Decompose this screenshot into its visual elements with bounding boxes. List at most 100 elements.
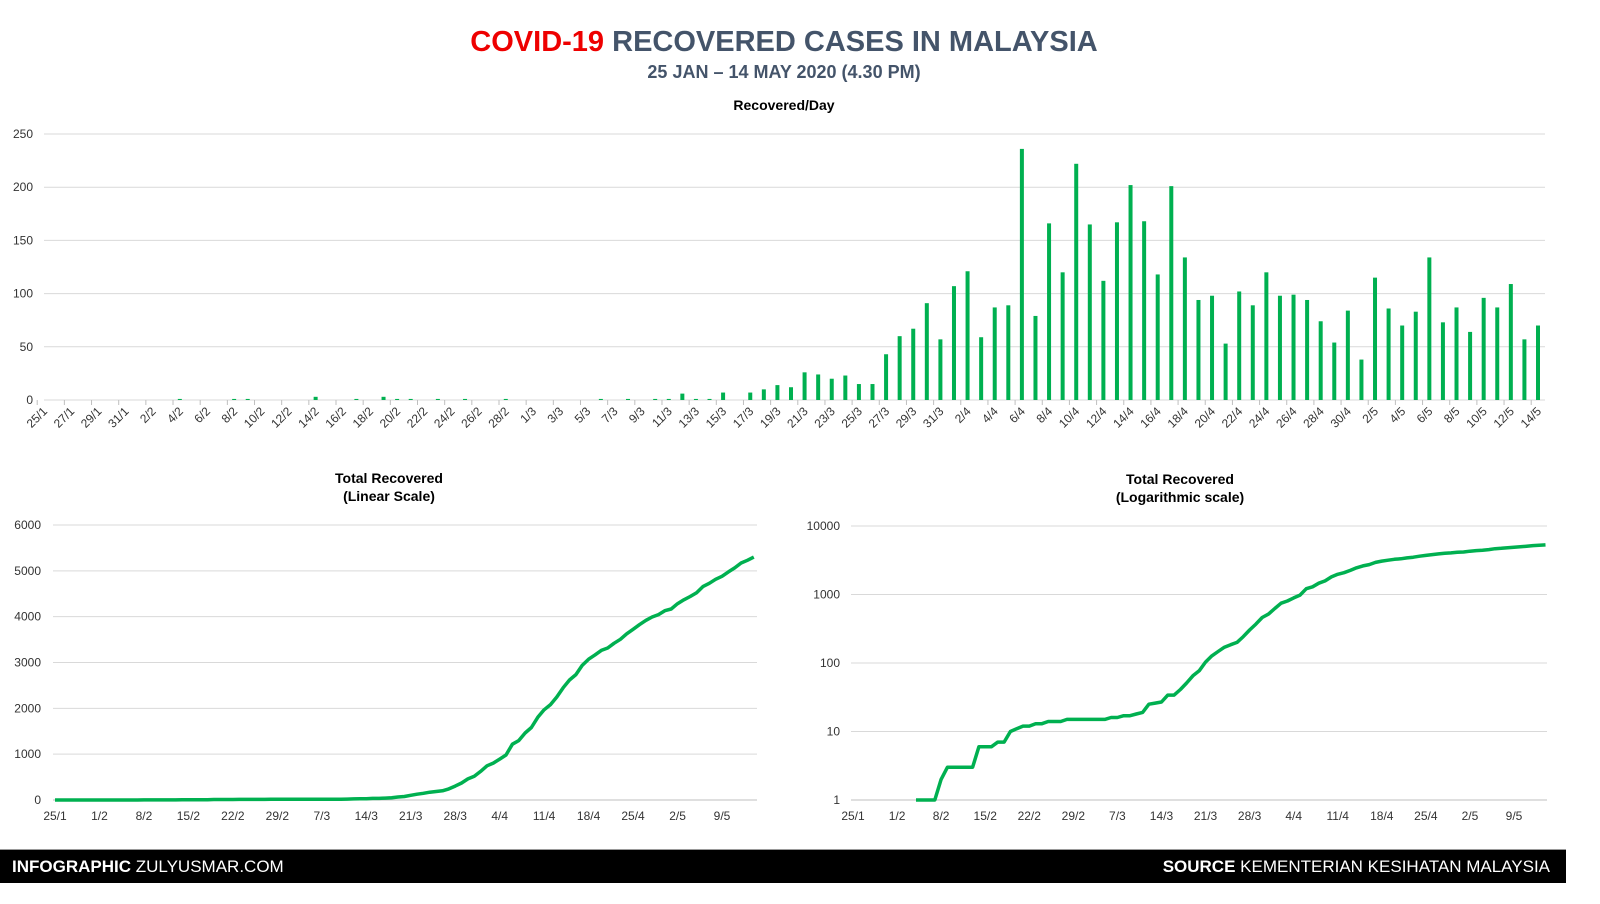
y-tick-label: 1000 (813, 588, 840, 602)
footer-credit-label: INFOGRAPHIC (12, 857, 131, 876)
x-tick-label: 16/4 (1137, 404, 1164, 431)
bar (1060, 272, 1065, 400)
x-tick-label: 7/3 (1109, 809, 1126, 823)
bar (870, 384, 875, 400)
x-tick-label: 15/3 (703, 404, 730, 431)
footer-source-text: KEMENTERIAN KESIHATAN MALAYSIA (1240, 857, 1550, 876)
x-tick-label: 31/1 (105, 404, 132, 431)
x-tick-label: 4/4 (1285, 809, 1302, 823)
x-tick-label: 26/4 (1273, 404, 1300, 431)
x-tick-label: 10/2 (241, 404, 268, 431)
y-tick-label: 2000 (14, 701, 41, 715)
bar (1536, 325, 1540, 400)
x-tick-label: 4/2 (164, 404, 186, 426)
x-tick-label: 21/3 (399, 809, 423, 823)
bar (1264, 272, 1269, 400)
page-title: COVID-19 RECOVERED CASES IN MALAYSIA (0, 26, 1568, 59)
bar-chart-title: Recovered/Day (733, 97, 834, 113)
bar (1033, 315, 1038, 400)
bar (653, 398, 658, 400)
footer-source: SOURCE KEMENTERIAN KESIHATAN MALAYSIA (1163, 857, 1550, 877)
x-tick-label: 2/2 (137, 404, 159, 426)
y-tick-label: 0 (26, 393, 33, 407)
x-tick-label: 6/4 (1006, 404, 1028, 426)
x-tick-label: 27/1 (51, 404, 78, 431)
bar (245, 398, 250, 400)
bar (680, 393, 685, 400)
bar (1128, 185, 1133, 400)
x-tick-label: 17/3 (730, 404, 757, 431)
linear-chart-title: Total Recovered (335, 470, 443, 486)
x-tick-label: 2/5 (669, 809, 686, 823)
bar (1250, 305, 1255, 400)
x-tick-label: 1/3 (517, 404, 539, 426)
x-tick-label: 3/3 (545, 404, 567, 426)
x-tick-label: 14/3 (1150, 809, 1174, 823)
x-tick-label: 20/2 (377, 404, 404, 431)
bar (884, 354, 889, 400)
x-tick-label: 22/2 (221, 809, 245, 823)
bar (313, 396, 318, 400)
x-tick-label: 28/3 (1238, 809, 1262, 823)
y-tick-label: 50 (20, 340, 34, 354)
bar (938, 339, 943, 400)
x-tick-label: 29/3 (893, 404, 920, 431)
bar (951, 286, 956, 400)
x-tick-label: 10/5 (1463, 404, 1490, 431)
y-tick-label: 3000 (14, 656, 41, 670)
y-tick-label: 0 (34, 793, 41, 807)
bar (1223, 343, 1228, 400)
bar (1087, 224, 1092, 400)
bar (761, 389, 766, 400)
x-tick-label: 28/4 (1300, 404, 1327, 431)
bar (395, 398, 400, 400)
x-tick-label: 21/3 (784, 404, 811, 431)
x-tick-label: 14/5 (1518, 404, 1545, 431)
y-tick-label: 10 (827, 725, 841, 739)
x-tick-label: 7/3 (599, 404, 621, 426)
bar (1454, 307, 1459, 400)
bar (435, 398, 440, 400)
x-tick-label: 6/5 (1414, 404, 1436, 426)
y-tick-label: 250 (13, 127, 33, 141)
bar (1359, 359, 1364, 400)
bar (843, 375, 848, 400)
bar (1318, 321, 1323, 400)
y-tick-label: 6000 (14, 518, 41, 532)
bar (748, 392, 753, 400)
x-tick-label: 2/5 (1462, 809, 1479, 823)
x-tick-label: 8/2 (933, 809, 950, 823)
x-tick-label: 15/2 (974, 809, 998, 823)
bar (829, 378, 834, 400)
x-tick-label: 2/5 (1359, 404, 1381, 426)
x-tick-label: 25/4 (621, 809, 645, 823)
x-tick-label: 26/2 (458, 404, 485, 431)
bar (1101, 280, 1106, 400)
x-tick-label: 29/2 (266, 809, 290, 823)
x-tick-label: 22/4 (1219, 404, 1246, 431)
bar (816, 374, 821, 400)
log-total-line (916, 543, 1546, 802)
x-tick-label: 18/4 (1165, 404, 1192, 431)
x-tick-label: 25/1 (841, 809, 865, 823)
x-tick-label: 23/3 (811, 404, 838, 431)
x-tick-label: 29/1 (78, 404, 105, 431)
bar (1277, 295, 1282, 400)
y-tick-label: 200 (13, 180, 33, 194)
x-tick-label: 1/2 (91, 809, 108, 823)
x-tick-label: 25/1 (24, 404, 51, 431)
bar (598, 398, 603, 400)
title-rest: RECOVERED CASES IN MALAYSIA (612, 26, 1098, 58)
bar (1142, 221, 1147, 400)
log-chart-title: Total Recovered (1126, 471, 1234, 487)
bar (1114, 222, 1119, 400)
x-tick-label: 11/4 (1326, 809, 1349, 823)
bar (177, 398, 182, 400)
x-tick-label: 9/5 (1506, 809, 1523, 823)
x-tick-label: 29/2 (1062, 809, 1086, 823)
y-tick-label: 5000 (14, 564, 41, 578)
bar (1413, 311, 1418, 400)
page-subtitle: 25 JAN – 14 MAY 2020 (4.30 PM) (647, 62, 921, 82)
x-tick-label: 4/4 (491, 809, 508, 823)
